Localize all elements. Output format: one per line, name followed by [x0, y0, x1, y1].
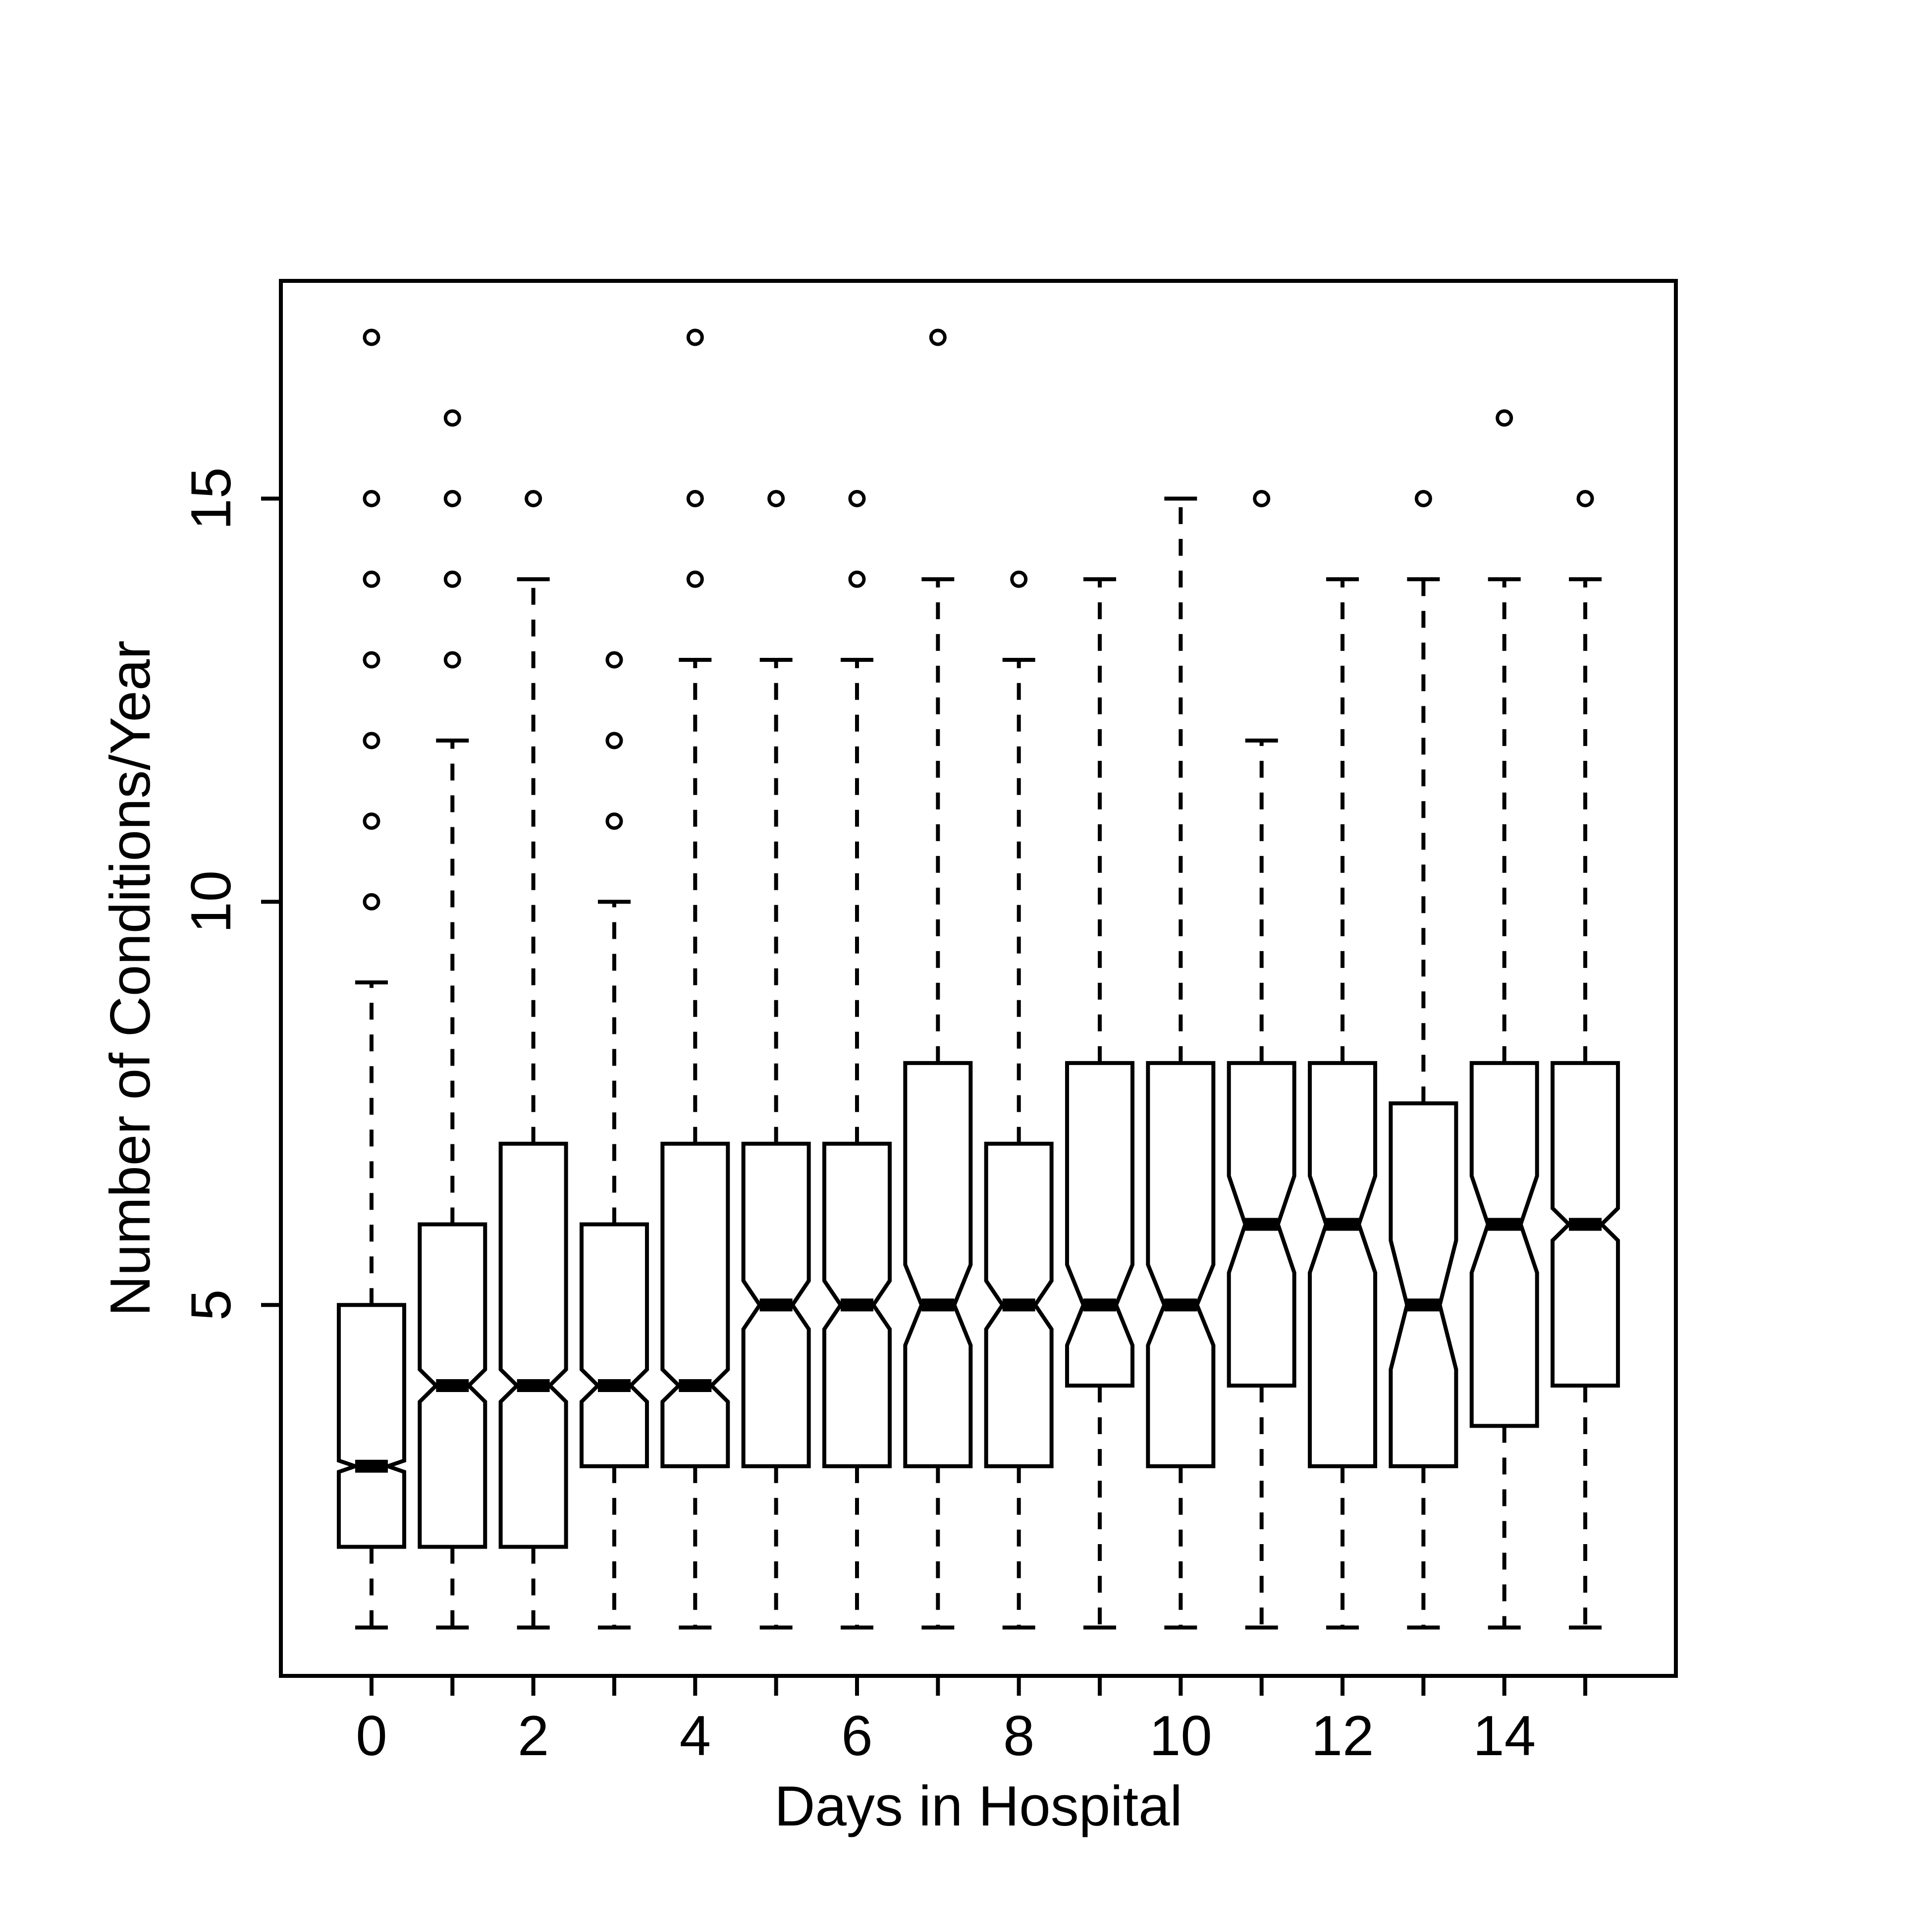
y-tick-label: 5	[180, 1289, 243, 1321]
box-group-4	[660, 328, 730, 1630]
x-tick-label: 0	[356, 1705, 387, 1768]
box-group-1	[418, 409, 487, 1630]
plot-frame	[279, 279, 1678, 1678]
box-group-10	[1146, 496, 1216, 1630]
y-tick-label: 10	[180, 870, 243, 933]
box-group-7	[903, 328, 973, 1630]
y-tick-label: 15	[180, 467, 243, 530]
outlier-point	[363, 328, 380, 346]
outlier-point	[605, 812, 623, 830]
box-group-2	[498, 489, 568, 1630]
outlier-point	[1010, 570, 1028, 588]
outlier-point	[929, 328, 947, 346]
box-group-9	[1065, 577, 1135, 1630]
box	[498, 1141, 568, 1549]
outlier-point	[443, 489, 461, 507]
box	[903, 1061, 973, 1468]
box	[1146, 1061, 1216, 1468]
box	[1389, 1101, 1458, 1468]
box	[1469, 1061, 1539, 1428]
box-group-11	[1227, 489, 1296, 1630]
x-tick-label: 14	[1473, 1705, 1536, 1768]
box	[1065, 1061, 1135, 1388]
box-group-8	[984, 570, 1054, 1630]
x-tick-label: 10	[1149, 1705, 1212, 1768]
outlier-point	[363, 570, 380, 588]
outlier-point	[443, 570, 461, 588]
outlier-point	[363, 893, 380, 911]
outlier-point	[363, 732, 380, 750]
x-axis: 0 2 4 6 8 10 12 14	[356, 1676, 1588, 1768]
box	[1308, 1061, 1378, 1468]
outlier-point	[848, 570, 866, 588]
outlier-point	[686, 489, 704, 507]
outlier-point	[443, 409, 461, 427]
outlier-point	[605, 732, 623, 750]
x-tick-label: 6	[841, 1705, 872, 1768]
box-group-15	[1551, 489, 1620, 1630]
outlier-point	[525, 489, 542, 507]
outlier-point	[767, 489, 785, 507]
box-group-3	[579, 651, 649, 1630]
box-group-6	[822, 489, 892, 1630]
outlier-point	[686, 328, 704, 346]
box	[336, 1303, 406, 1549]
box	[579, 1222, 649, 1468]
outlier-point	[1253, 489, 1271, 507]
outlier-point	[443, 651, 461, 669]
outlier-point	[1414, 489, 1432, 507]
box	[660, 1141, 730, 1468]
x-tick-label: 12	[1311, 1705, 1374, 1768]
box-group-14	[1469, 409, 1539, 1630]
outlier-point	[363, 812, 380, 830]
x-tick-label: 4	[680, 1705, 711, 1768]
x-axis-title: Days in Hospital	[774, 1775, 1182, 1838]
box-group-12	[1308, 577, 1378, 1630]
outlier-point	[1576, 489, 1594, 507]
boxes-layer	[336, 328, 1620, 1630]
box-group-13	[1389, 489, 1458, 1630]
y-axis: 5 10 15	[180, 467, 281, 1321]
outlier-point	[363, 651, 380, 669]
outlier-point	[686, 570, 704, 588]
outlier-point	[848, 489, 866, 507]
box-group-5	[741, 489, 811, 1630]
x-tick-label: 2	[518, 1705, 549, 1768]
outlier-point	[1496, 409, 1513, 427]
box-group-0	[336, 328, 406, 1630]
x-tick-label: 8	[1003, 1705, 1034, 1768]
outlier-point	[605, 651, 623, 669]
y-axis-title: Number of Conditions/Year	[99, 641, 162, 1317]
outlier-point	[363, 489, 380, 507]
